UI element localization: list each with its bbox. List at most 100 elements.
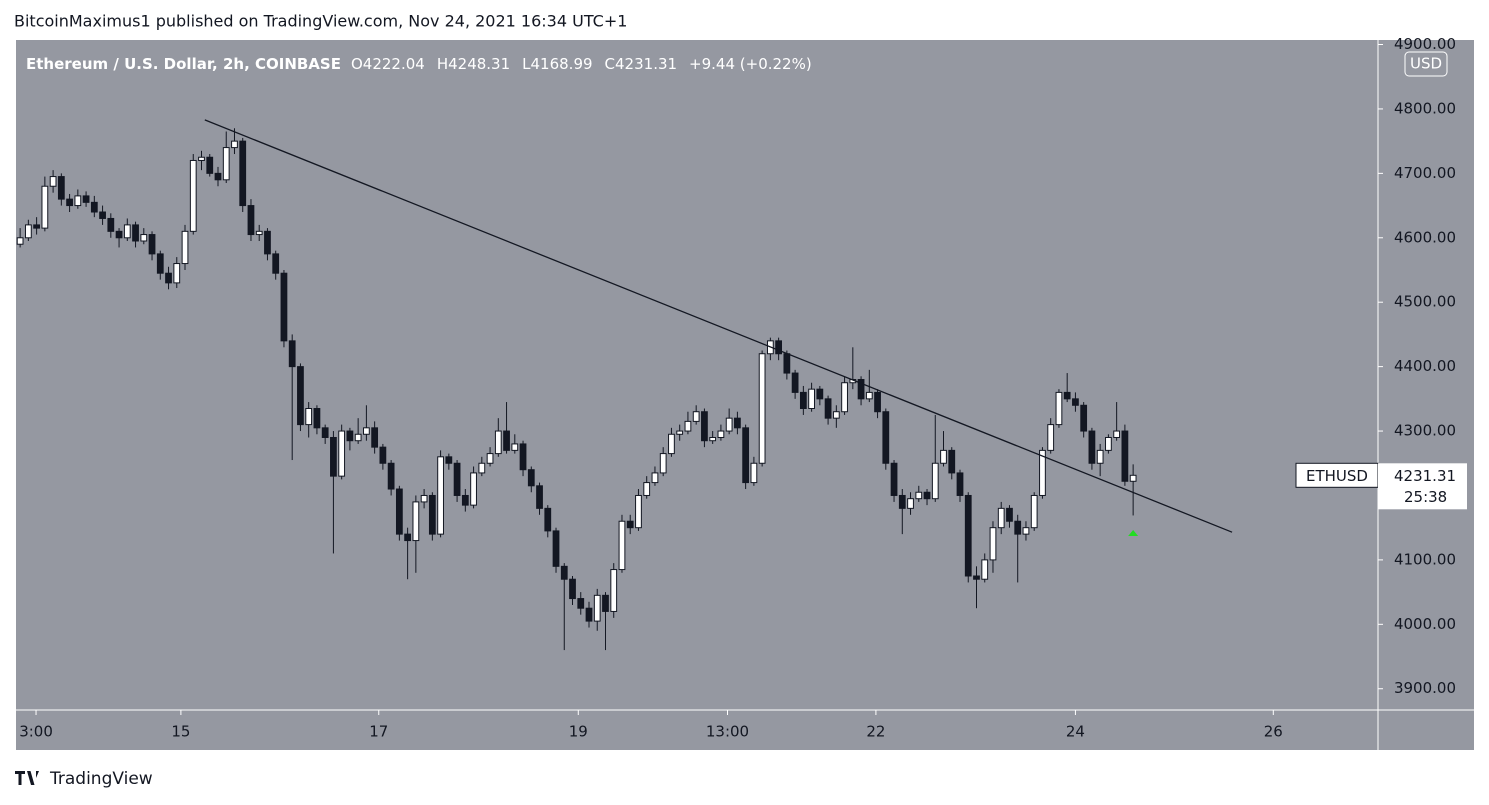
- candle-body: [1014, 520, 1022, 535]
- candle-body: [1113, 430, 1121, 438]
- y-tick-label: 4700.00: [1394, 164, 1456, 182]
- candle-body: [635, 494, 642, 529]
- candle-body: [494, 430, 502, 455]
- candle-body: [552, 530, 560, 567]
- candle-body: [255, 230, 263, 236]
- candle-body: [956, 472, 964, 496]
- candle-body: [890, 462, 898, 496]
- candle-body: [734, 417, 741, 429]
- candle-body: [709, 436, 717, 442]
- y-tick-label: 4500.00: [1394, 293, 1456, 311]
- candle-body: [882, 411, 890, 464]
- candle-body: [931, 462, 939, 500]
- candle-body: [404, 533, 412, 542]
- candle-body: [602, 594, 609, 612]
- candle-body: [74, 195, 82, 207]
- ohlc-value: 4168.99: [531, 55, 593, 73]
- candle-body: [90, 201, 98, 213]
- candle-body: [1063, 391, 1071, 400]
- candle-body: [107, 217, 115, 232]
- currency-box: [1404, 51, 1448, 77]
- footer-brand: TradingView: [49, 769, 153, 789]
- candle-body: [297, 366, 304, 426]
- candle-body: [808, 388, 815, 409]
- candle-body: [395, 488, 403, 535]
- candle-body: [569, 578, 576, 600]
- y-tick-label: 3900.00: [1394, 679, 1456, 697]
- candle-body: [503, 430, 510, 451]
- header: BitcoinMaximus1 published on TradingView…: [14, 12, 627, 31]
- candle-body: [775, 340, 783, 355]
- candle-body: [783, 353, 791, 374]
- x-tick-label: 24: [1066, 723, 1085, 741]
- candle-body: [577, 598, 585, 609]
- candle-body: [1039, 449, 1046, 496]
- candle-body: [527, 469, 535, 487]
- candle-body: [725, 417, 733, 432]
- legend-text: Ethereum / U.S. Dollar, 2h, COINBASE O422…: [26, 55, 812, 73]
- candle-body: [997, 507, 1005, 529]
- candle-body: [981, 559, 989, 580]
- candle-body: [865, 391, 873, 400]
- candle-body: [799, 391, 807, 409]
- candle-body: [445, 456, 453, 464]
- x-tick-label: 17: [369, 723, 388, 741]
- candle-body: [626, 520, 634, 529]
- candle-body: [115, 230, 123, 239]
- candle-body: [1055, 391, 1063, 426]
- candle-body: [222, 147, 230, 181]
- candle-body: [338, 430, 346, 477]
- candle-body: [841, 382, 848, 413]
- candle-body: [618, 520, 626, 571]
- candle-body: [379, 446, 387, 464]
- candle-body: [923, 491, 931, 500]
- candle-body: [24, 224, 32, 239]
- symbol: Ethereum / U.S. Dollar, 2h, COINBASE: [26, 55, 341, 73]
- candle-body: [832, 411, 840, 419]
- ohlc-value: 4231.31: [615, 55, 677, 73]
- signal-arrow: [1128, 530, 1139, 536]
- x-tick-label: 26: [1264, 723, 1283, 741]
- change: +9.44 (+0.22%): [689, 55, 812, 73]
- chart-background: [16, 40, 1474, 750]
- countdown: 25:38: [1404, 488, 1447, 506]
- candle-body: [701, 411, 708, 442]
- candle-body: [717, 430, 725, 438]
- candle-body: [132, 224, 139, 242]
- ohlc-value: 4222.04: [363, 55, 425, 73]
- candle-body: [148, 234, 156, 255]
- candle-body: [214, 172, 222, 181]
- candle-body: [165, 272, 172, 284]
- candle-body: [371, 427, 379, 448]
- x-tick-label: 19: [569, 723, 588, 741]
- candle-body: [610, 569, 618, 612]
- candle-body: [1096, 449, 1104, 464]
- candle-body: [1022, 527, 1030, 535]
- candle-body: [428, 494, 436, 535]
- x-tick-label: 3:00: [19, 723, 53, 741]
- candle-body: [684, 420, 692, 432]
- candle-body: [1006, 507, 1013, 522]
- candle-body: [181, 230, 189, 265]
- x-tick-label: 13:00: [706, 723, 749, 741]
- candle-body: [1047, 424, 1055, 451]
- candle-body: [412, 501, 420, 542]
- candle-body: [750, 462, 758, 484]
- candle-body: [676, 430, 684, 435]
- candle-body: [461, 494, 469, 506]
- candle-body: [874, 391, 881, 413]
- candle-body: [82, 195, 90, 203]
- candle-body: [519, 443, 527, 471]
- x-tick-label: 22: [866, 723, 885, 741]
- candle-body: [453, 462, 461, 496]
- logo: [15, 771, 39, 785]
- candle-body: [511, 443, 519, 451]
- candle-body: [585, 607, 593, 622]
- candle-body: [742, 427, 750, 484]
- candle-body: [915, 491, 923, 500]
- candle-body: [272, 253, 280, 274]
- ohlc-label: O: [351, 55, 363, 73]
- ohlc-value: 4248.31: [448, 55, 510, 73]
- currency: USD: [1410, 55, 1442, 73]
- y-tick-label: 4000.00: [1394, 615, 1456, 633]
